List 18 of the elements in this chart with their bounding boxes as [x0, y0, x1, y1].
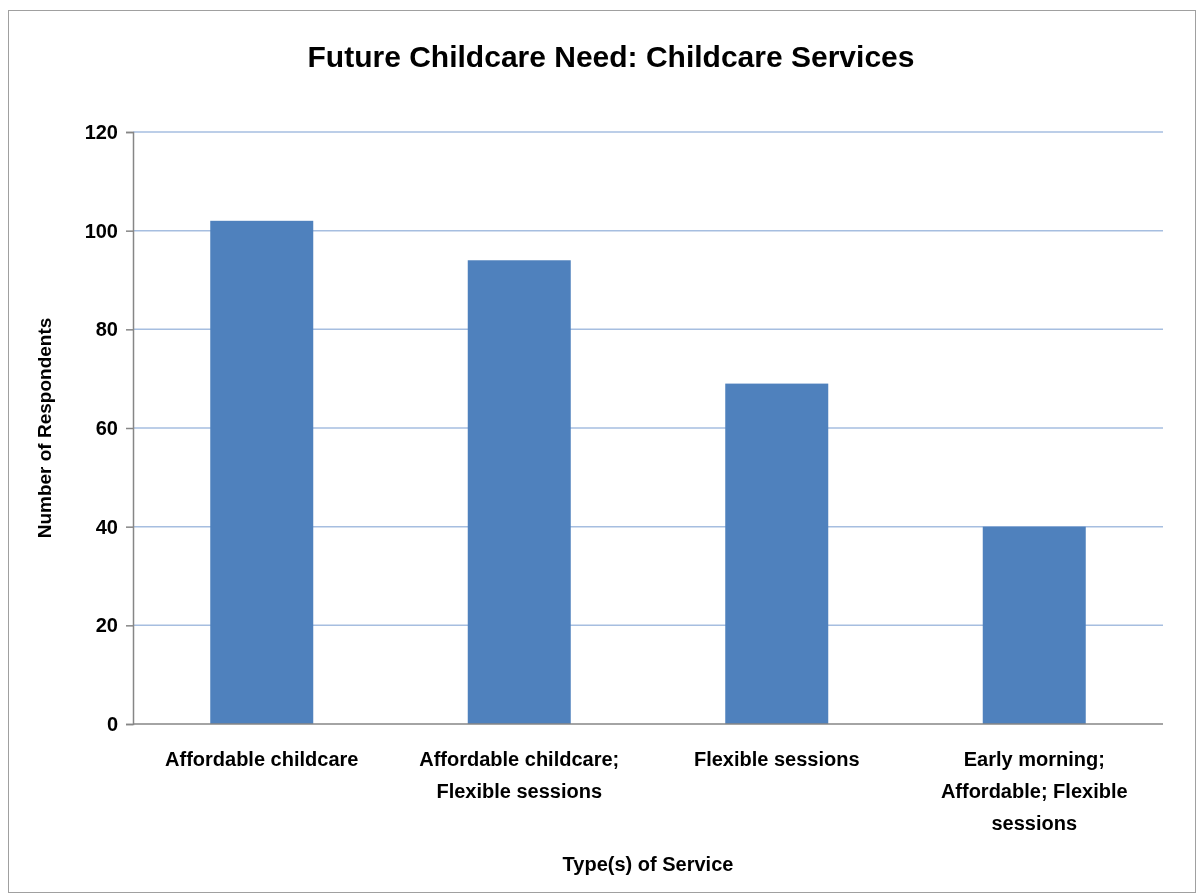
x-axis-title: Type(s) of Service: [562, 853, 734, 875]
x-tick-label: Flexible sessions: [693, 748, 860, 770]
x-tick-label: Affordable childcare; Flexible sessions: [419, 748, 620, 802]
y-tick-label: 20: [95, 614, 118, 637]
x-tick-label: Affordable childcare: [165, 748, 359, 770]
y-tick-label: 60: [95, 416, 118, 439]
chart-title: Future Childcare Need: Childcare Services: [307, 40, 915, 73]
bar: [725, 383, 829, 724]
y-tick-label: 0: [106, 712, 118, 735]
bar: [467, 260, 571, 724]
y-axis-title: Number of Respondents: [34, 317, 55, 539]
y-tick-label: 100: [84, 219, 118, 242]
y-tick-label: 120: [84, 120, 118, 143]
y-tick-label: 40: [95, 515, 118, 538]
bar: [982, 526, 1086, 724]
x-tick-label: Early morning; Affordable; Flexible sessions: [940, 748, 1128, 834]
y-tick-label: 80: [95, 318, 118, 341]
bar: [210, 220, 314, 724]
